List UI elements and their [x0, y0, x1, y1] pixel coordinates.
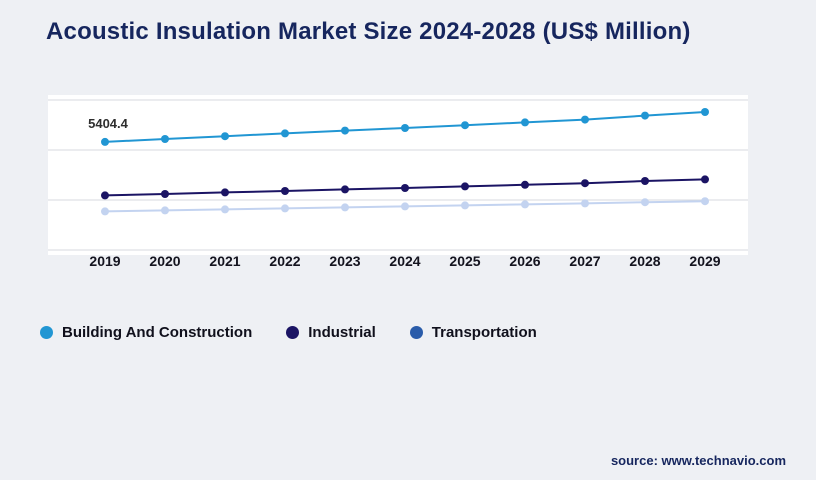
svg-text:2028: 2028 [629, 253, 660, 269]
svg-text:2023: 2023 [329, 253, 360, 269]
svg-text:5404.4: 5404.4 [88, 116, 129, 131]
legend-label: Building And Construction [62, 324, 253, 341]
legend-item-industrial: Industrial [286, 324, 376, 341]
legend-label: Transportation [431, 324, 537, 341]
legend-item-building: Building And Construction [40, 324, 252, 341]
svg-text:2019: 2019 [89, 253, 120, 269]
svg-text:2021: 2021 [209, 253, 240, 269]
svg-text:2029: 2029 [689, 253, 720, 269]
legend-item-transportation: Transportation [409, 324, 537, 341]
legend-label: Industrial [308, 324, 376, 341]
svg-text:2024: 2024 [389, 253, 420, 269]
legend: Building And Construction Industrial Tra… [40, 324, 537, 341]
svg-text:2027: 2027 [569, 253, 600, 269]
legend-dot [286, 326, 300, 339]
legend-dot [409, 326, 423, 339]
svg-text:2025: 2025 [449, 253, 480, 269]
svg-text:2026: 2026 [509, 253, 540, 269]
legend-dot [40, 326, 53, 339]
svg-text:2020: 2020 [149, 253, 180, 269]
chart-title: Acoustic Insulation Market Size 2024-202… [46, 18, 691, 45]
source-credit: source: www.technavio.com [610, 453, 786, 468]
svg-text:2022: 2022 [269, 253, 300, 269]
